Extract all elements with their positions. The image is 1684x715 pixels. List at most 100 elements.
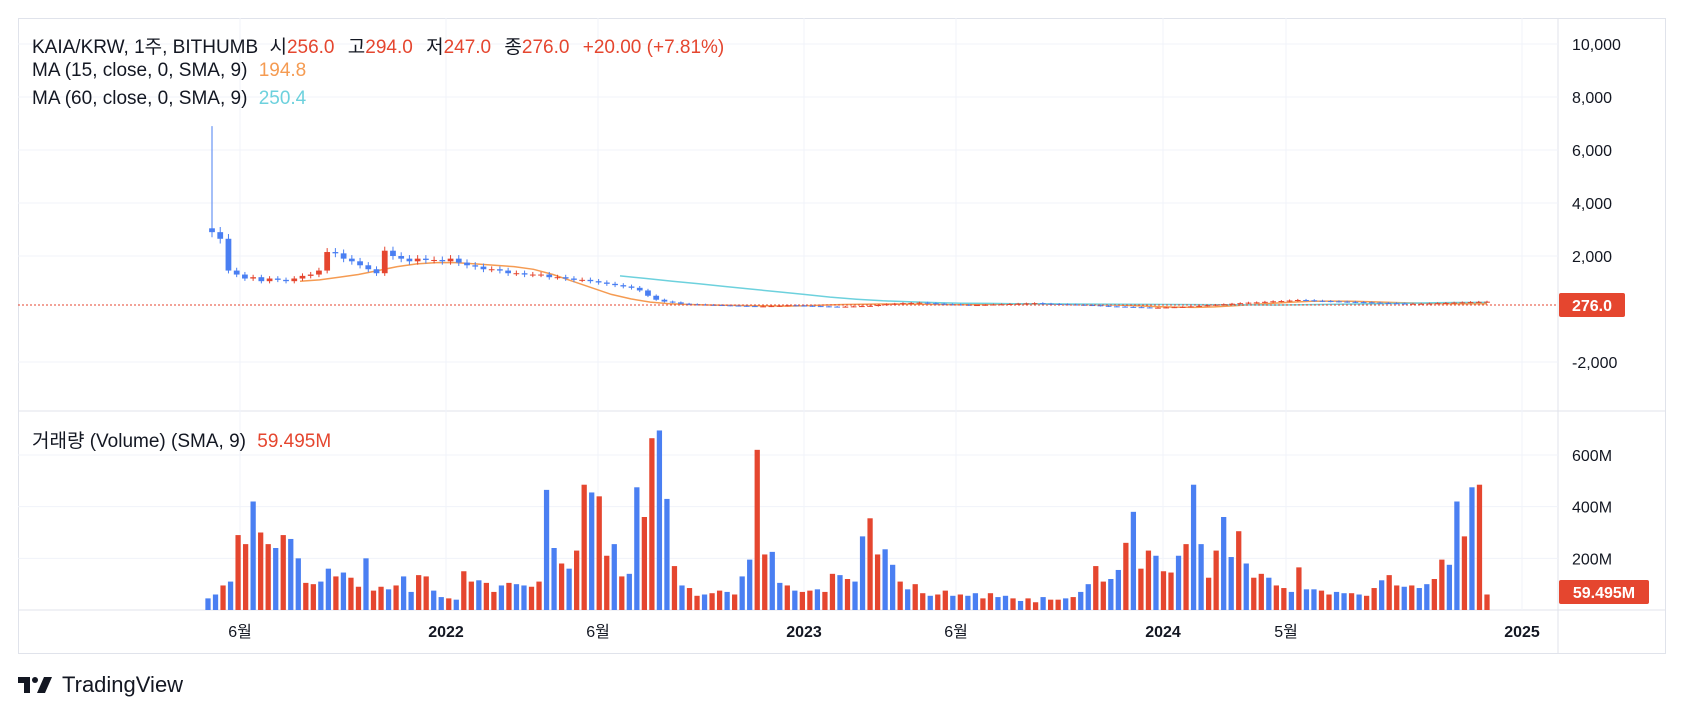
volume-bar: [483, 582, 490, 610]
open-label: 시: [269, 37, 287, 58]
candle-body: [579, 279, 586, 281]
volume-bar: [1138, 568, 1144, 610]
price-tick-label: 4,000: [1572, 196, 1612, 213]
volume-bar: [1326, 594, 1332, 610]
candle-body: [1393, 303, 1400, 305]
volume-bar: [408, 591, 414, 610]
volume-bar: [1115, 569, 1121, 610]
volume-bar: [325, 568, 332, 610]
volume-bar: [205, 598, 211, 610]
volume-bar: [1258, 573, 1264, 610]
candle-body: [965, 304, 972, 306]
ohlc-open: 시256.0: [269, 37, 334, 58]
volume-bar: [1160, 571, 1167, 610]
candle-body: [1336, 301, 1342, 303]
time-tick-label: 2024: [1145, 624, 1181, 641]
candle-body: [1352, 301, 1359, 303]
candle-body: [1410, 303, 1416, 305]
volume-bar: [649, 438, 655, 610]
candle-body: [900, 303, 906, 305]
volume-bar: [1251, 577, 1257, 610]
volume-bar: [664, 498, 670, 610]
candle-body: [398, 256, 405, 259]
candle-body: [1015, 303, 1022, 305]
candle-body: [348, 258, 355, 262]
volume-bar: [859, 536, 866, 610]
candle-body: [1105, 305, 1112, 307]
candle-body: [1434, 303, 1441, 305]
volume-bar: [1333, 591, 1340, 610]
volume-bar: [566, 568, 572, 610]
volume-layer: [205, 430, 1490, 610]
volume-tick-label: 200M: [1572, 551, 1612, 568]
volume-bar: [1145, 550, 1152, 610]
volume-badge: 59.495M: [1559, 580, 1649, 604]
volume-bar: [611, 544, 617, 610]
candle-body: [1270, 301, 1277, 303]
volume-legend[interactable]: 거래량 (Volume) (SMA, 9) 59.495M: [32, 426, 337, 453]
candle-body: [1155, 307, 1161, 309]
volume-bar: [528, 586, 535, 610]
volume-bar: [1213, 550, 1219, 610]
volume-bar: [837, 575, 843, 610]
candle-body: [1484, 301, 1490, 303]
candle-body: [447, 258, 454, 262]
volume-bar: [1288, 591, 1295, 610]
candle-body: [842, 306, 849, 308]
volume-bar: [423, 576, 429, 610]
candle-body: [908, 302, 915, 304]
volume-bar: [431, 590, 437, 610]
candle-body: [743, 305, 750, 307]
candle-body: [974, 305, 980, 307]
volume-bar: [1341, 593, 1347, 610]
volume-tick-label: 400M: [1572, 500, 1612, 517]
volume-bar: [1401, 586, 1407, 610]
volume-bar: [1078, 591, 1084, 610]
volume-bar: [1424, 584, 1430, 610]
volume-bar: [724, 591, 730, 610]
candle-body: [488, 269, 495, 271]
candle-body: [324, 252, 331, 271]
candle-body: [1303, 299, 1309, 301]
candle-body: [529, 274, 536, 276]
open-value: 256.0: [286, 37, 335, 58]
candle-body: [1319, 300, 1326, 302]
candle-body: [603, 282, 610, 284]
volume-bar: [1032, 602, 1039, 610]
candle-body: [653, 295, 660, 300]
candle-body: [735, 305, 742, 307]
candle-body: [497, 269, 503, 271]
candle-body: [924, 302, 931, 304]
volume-bar: [1281, 588, 1287, 610]
volume-bar: [521, 585, 527, 610]
volume-bar: [769, 551, 775, 610]
volume-bar: [1296, 567, 1302, 610]
volume-bar: [1476, 484, 1483, 610]
tradingview-logo[interactable]: TradingView: [18, 672, 183, 698]
candle-body: [521, 273, 528, 275]
candle-body: [826, 306, 832, 308]
volume-bar: [310, 584, 316, 610]
volume-bar: [754, 449, 760, 610]
candle-body: [513, 273, 520, 275]
volume-bar: [784, 585, 790, 610]
high-value: 294.0: [365, 37, 413, 58]
candle-body: [365, 265, 372, 270]
candle-body: [258, 277, 265, 282]
candle-body: [1286, 300, 1293, 302]
candle-body: [464, 262, 470, 266]
candle-body: [1089, 305, 1096, 307]
ma60-legend[interactable]: MA (60, close, 0, SMA, 9) 250.4: [32, 88, 312, 110]
volume-bar: [235, 535, 241, 610]
ma15-legend[interactable]: MA (15, close, 0, SMA, 9) 194.8: [32, 60, 312, 82]
symbol-legend[interactable]: KAIA/KRW, 1주, BITHUMB 시256.0 고294.0 저247…: [32, 32, 730, 59]
volume-bar: [1025, 598, 1031, 610]
volume-bar: [701, 594, 708, 610]
volume-bar: [416, 575, 422, 610]
volume-bar: [822, 591, 828, 610]
volume-bar: [792, 590, 798, 610]
ohlc-low: 저247.0: [426, 37, 491, 58]
candle-body: [266, 278, 273, 282]
candle-body: [1401, 303, 1408, 305]
